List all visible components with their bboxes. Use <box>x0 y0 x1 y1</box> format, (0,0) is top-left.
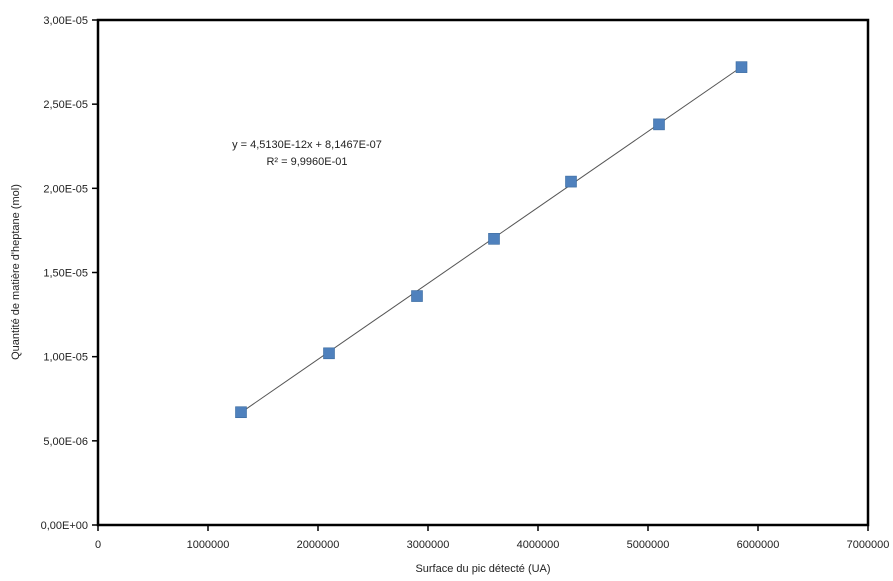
data-point <box>565 175 577 188</box>
x-tick-label: 3000000 <box>407 539 450 551</box>
data-point <box>235 406 247 419</box>
data-point <box>411 290 423 302</box>
x-axis: 0 1000000 2000000 3000000 4000000 5000000 6000… <box>95 525 889 551</box>
data-point <box>488 233 500 245</box>
x-axis-label: Surface du pic détecté (UA) <box>415 563 550 575</box>
y-axis-label: Quantité de matière d'heptane (mol) <box>10 184 22 360</box>
x-tick-label: 4000000 <box>517 539 560 551</box>
y-tick-label: 5,00E-06 <box>43 436 88 448</box>
x-tick-label: 7000000 <box>847 539 890 551</box>
y-tick-label: 2,50E-05 <box>43 99 88 111</box>
trendline-equation: y = 4,5130E-12x + 8,1467E-07 <box>232 139 382 151</box>
data-points <box>235 61 748 419</box>
data-point <box>323 347 335 360</box>
x-tick-label: 0 <box>95 539 101 551</box>
x-tick-label: 1000000 <box>187 539 230 551</box>
trendline-r-squared: R² = 9,9960E-01 <box>266 156 347 168</box>
y-axis: 0,00E+00 5,00E-06 1,00E-05 1,50E-05 2,00E-05… <box>41 15 98 532</box>
x-tick-label: 5000000 <box>627 539 670 551</box>
y-tick-label: 3,00E-05 <box>43 15 88 27</box>
x-tick-label: 6000000 <box>737 539 780 551</box>
y-tick-label: 0,00E+00 <box>41 520 88 532</box>
data-point <box>653 118 665 131</box>
y-tick-label: 1,50E-05 <box>43 268 88 280</box>
y-tick-label: 2,00E-05 <box>43 183 88 195</box>
plot-frame <box>96 18 870 527</box>
y-tick-label: 1,00E-05 <box>43 352 88 364</box>
x-tick-label: 2000000 <box>297 539 340 551</box>
data-point <box>735 61 748 73</box>
